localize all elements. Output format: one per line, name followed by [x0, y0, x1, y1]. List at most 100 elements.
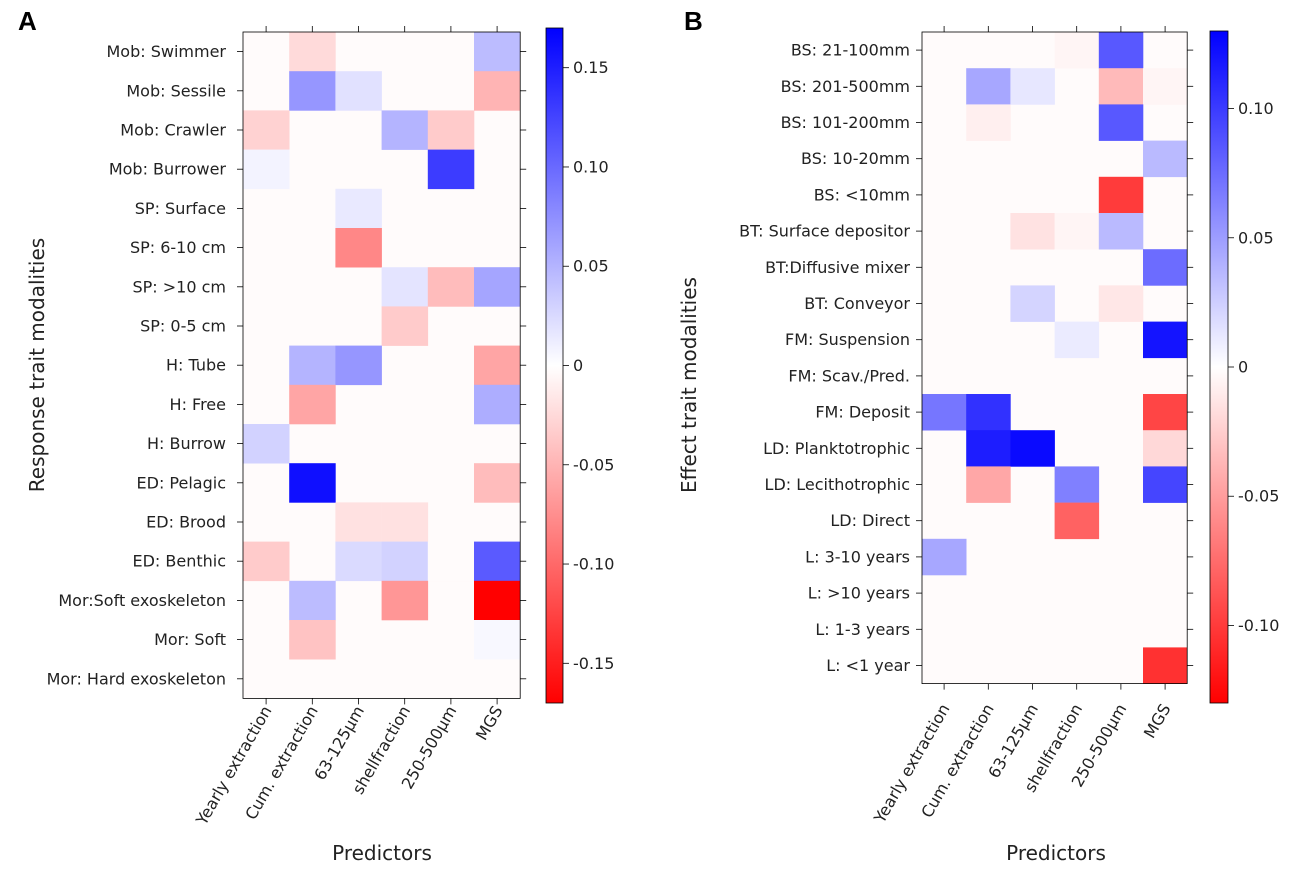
colorbar-tick-label: -0.05	[1238, 487, 1279, 506]
row-label: LD: Direct	[830, 511, 910, 530]
panel-a-ylabel: Response trait modalities	[25, 238, 49, 492]
row-label: H: Tube	[166, 356, 226, 375]
heatmap-cell	[243, 424, 290, 464]
row-label: Mob: Swimmer	[106, 42, 226, 61]
heatmap-cell	[335, 502, 382, 542]
heatmap-cell	[1143, 430, 1188, 467]
row-label: SP: >10 cm	[132, 277, 226, 296]
heatmap-cell	[1054, 502, 1100, 540]
heatmap-cell	[474, 620, 521, 660]
panel-b-colorbar: 0.10 0.05 0 -0.05 -0.10	[1209, 30, 1279, 704]
row-label: L: <1 year	[826, 656, 910, 675]
heatmap-cell	[966, 394, 1011, 431]
heatmap-cell	[427, 149, 475, 190]
heatmap-cell	[474, 267, 521, 307]
heatmap-cell	[1098, 104, 1144, 141]
heatmap-cell	[289, 71, 336, 111]
heatmap-cell	[427, 267, 475, 307]
heatmap-cell	[1143, 647, 1188, 684]
row-label: Mob: Sessile	[126, 81, 226, 100]
heatmap-cell	[966, 430, 1011, 467]
row-label: Mor: Soft	[154, 630, 226, 649]
heatmap-cell	[243, 541, 290, 582]
row-label: L: 3-10 years	[805, 547, 910, 566]
heatmap-cell	[1098, 285, 1144, 322]
row-label: BS: <10mm	[814, 185, 910, 204]
colorbar-tick-label: 0.10	[573, 157, 609, 176]
panel-b-letter: B	[684, 6, 703, 36]
panel-a-colorbar: 0.15 0.10 0.05 0 -0.05 -0.10 -0.15	[545, 27, 614, 704]
panel-a-xlabel: Predictors	[332, 841, 432, 865]
row-label: BT: Conveyor	[804, 294, 910, 313]
heatmap-cell	[381, 502, 429, 542]
heatmap-cell	[1010, 68, 1055, 105]
heatmap-cell	[1143, 394, 1188, 431]
heatmap-cell	[1054, 321, 1100, 359]
colorbar-tick-label: 0.10	[1238, 99, 1274, 118]
panel-a: A Response trait modalities Predictors M…	[18, 6, 614, 865]
row-label: SP: Surface	[135, 199, 226, 218]
colorbar-tick-label: 0	[573, 356, 583, 375]
column-label: MGS	[472, 703, 507, 744]
heatmap-cell	[335, 345, 382, 386]
heatmap-cell	[474, 541, 521, 582]
heatmap-cell	[427, 110, 475, 150]
heatmap-cell	[1143, 321, 1188, 359]
row-label: Mor: Hard exoskeleton	[47, 669, 226, 688]
heatmap-cell	[289, 32, 336, 72]
heatmap-cell	[474, 384, 521, 425]
heatmap-cell	[1010, 430, 1055, 467]
heatmap-cell	[1143, 249, 1188, 286]
heatmap-cell	[1143, 466, 1188, 503]
column-label: MGS	[1140, 701, 1175, 742]
heatmap-cell	[381, 541, 429, 582]
row-label: ED: Brood	[146, 513, 226, 532]
heatmap-cell	[474, 463, 521, 503]
colorbar-tick-label: -0.15	[573, 654, 614, 673]
heatmap-cell	[335, 228, 382, 268]
heatmap-cell	[1143, 140, 1188, 178]
heatmap-cell	[1098, 32, 1144, 69]
row-label: SP: 6-10 cm	[130, 238, 226, 257]
heatmap-cell	[1098, 68, 1144, 105]
colorbar-gradient	[1210, 31, 1228, 703]
heatmap-cell	[243, 110, 290, 150]
heatmap-cell	[1054, 213, 1100, 250]
row-label: BS: 201-500mm	[781, 77, 910, 96]
heatmap-cell	[1010, 213, 1055, 250]
row-label: Mor:Soft exoskeleton	[58, 591, 226, 610]
panel-b-ylabel: Effect trait modalities	[677, 277, 701, 493]
colorbar-tick-label: 0.15	[573, 58, 609, 77]
row-label: BS: 101-200mm	[781, 113, 910, 132]
heatmap-cell	[966, 68, 1011, 105]
heatmap-cell	[1143, 68, 1188, 105]
heatmap-cell	[474, 71, 521, 111]
heatmap-cell	[922, 394, 967, 431]
row-label: H: Free	[170, 395, 226, 414]
heatmap-cell	[335, 71, 382, 111]
heatmap-frame	[921, 31, 1188, 684]
heatmap-cell	[289, 580, 336, 621]
row-label: LD: Lecithotrophic	[765, 475, 910, 494]
row-label: ED: Benthic	[132, 552, 226, 571]
row-label: FM: Scav./Pred.	[788, 366, 910, 385]
heatmap-cell	[427, 541, 475, 582]
heatmap-cell	[1054, 32, 1100, 69]
heatmap-cell	[381, 110, 429, 150]
row-label: BS: 10-20mm	[801, 149, 910, 168]
heatmap-cell	[966, 104, 1011, 141]
heatmap-cell	[1054, 466, 1100, 503]
row-label: BS: 21-100mm	[791, 41, 910, 60]
heatmap-cell	[1010, 285, 1055, 322]
heatmap-cell	[289, 384, 336, 425]
heatmap-cell	[474, 345, 521, 386]
heatmap-cell	[289, 463, 336, 503]
heatmap-cell	[381, 306, 429, 346]
heatmap-cell	[381, 267, 429, 307]
row-label: ED: Pelagic	[137, 473, 226, 492]
row-label: FM: Deposit	[815, 403, 910, 422]
colorbar-tick-label: 0.05	[1238, 228, 1274, 247]
colorbar-tick-label: -0.10	[1238, 616, 1279, 635]
colorbar-tick-label: 0.05	[573, 257, 609, 276]
